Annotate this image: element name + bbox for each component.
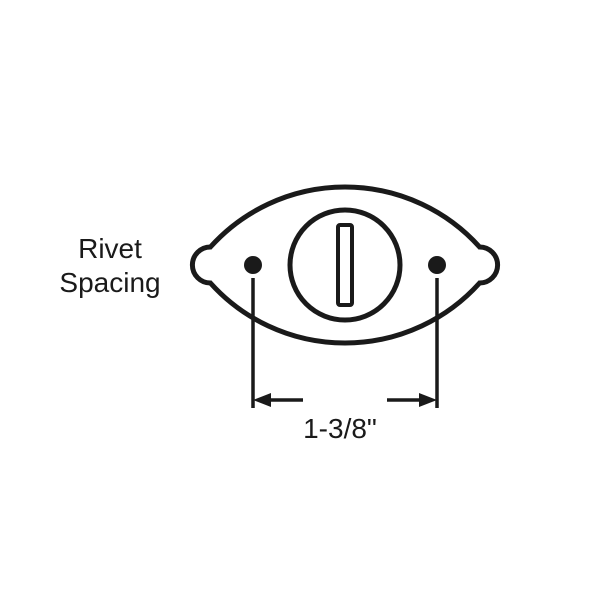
- rivet-right: [428, 256, 446, 274]
- rivet-left: [244, 256, 262, 274]
- label-rivet: Rivet: [78, 233, 142, 264]
- dim-arrowhead-right: [419, 393, 437, 407]
- rivet-spacing-diagram: Rivet Spacing 1-3/8": [0, 0, 600, 600]
- dim-arrowhead-left: [253, 393, 271, 407]
- label-spacing: Spacing: [59, 267, 160, 298]
- measurement-value: 1-3/8": [303, 413, 377, 444]
